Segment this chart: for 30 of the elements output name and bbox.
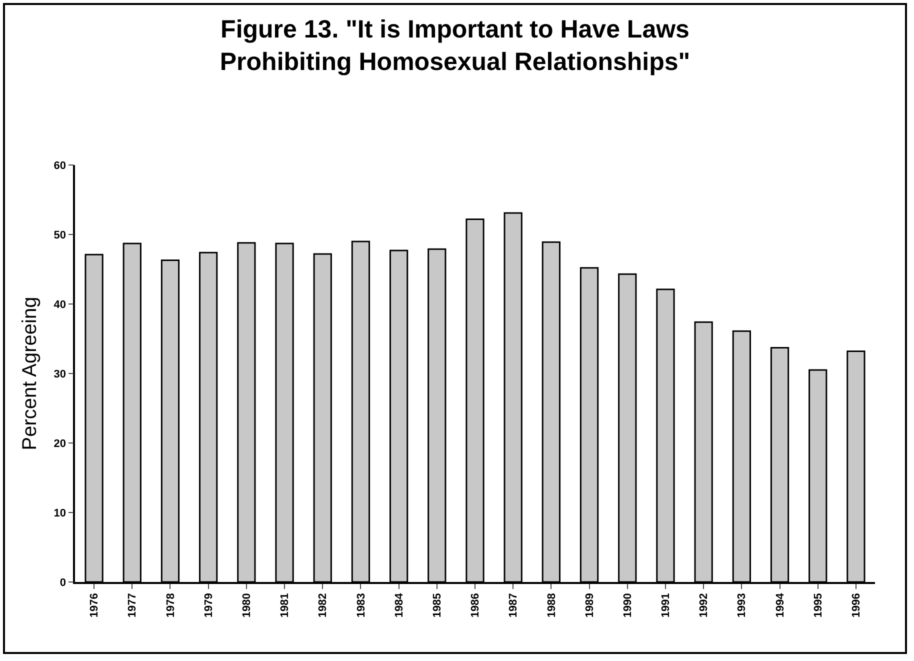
x-tick-label: 1987 xyxy=(508,593,520,618)
x-tick-label: 1985 xyxy=(431,593,444,618)
x-tick-label: 1982 xyxy=(317,593,330,618)
x-tick-label: 1994 xyxy=(774,592,786,618)
x-tick-label: 1995 xyxy=(812,593,824,618)
y-tick-label: 10 xyxy=(54,507,66,520)
x-tick-label: 1980 xyxy=(241,593,254,618)
x-tick-label: 1979 xyxy=(202,593,215,618)
y-tick-label: 0 xyxy=(60,576,66,589)
y-tick-label: 50 xyxy=(54,229,66,242)
x-tick-label: 1989 xyxy=(584,593,596,618)
x-tick-label: 1993 xyxy=(736,593,748,618)
x-tick-label: 1981 xyxy=(279,593,292,618)
y-tick-label: 60 xyxy=(54,160,66,172)
x-tick-label: 1988 xyxy=(546,593,558,618)
x-tick-label: 1996 xyxy=(850,593,863,618)
y-axis-title: Percent Agreeing xyxy=(18,296,41,450)
x-tick-label: 1991 xyxy=(660,593,672,618)
x-tick-label: 1983 xyxy=(355,593,368,618)
y-tick-label: 30 xyxy=(54,368,66,380)
y-tick-label: 20 xyxy=(54,438,66,450)
x-tick-label: 1992 xyxy=(698,593,710,618)
x-tick-label: 1990 xyxy=(622,593,634,618)
x-tick-label: 1978 xyxy=(164,593,177,618)
chart-title: Figure 13. "It is Important to Have Laws Prohibiting Homosexual Relationships" xyxy=(220,15,690,76)
x-tick-label: 1984 xyxy=(393,592,406,618)
x-tick-label: 1976 xyxy=(88,593,101,618)
x-tick-label: 1986 xyxy=(470,593,482,618)
y-tick-label: 40 xyxy=(54,298,66,311)
x-tick-label: 1977 xyxy=(126,593,139,618)
